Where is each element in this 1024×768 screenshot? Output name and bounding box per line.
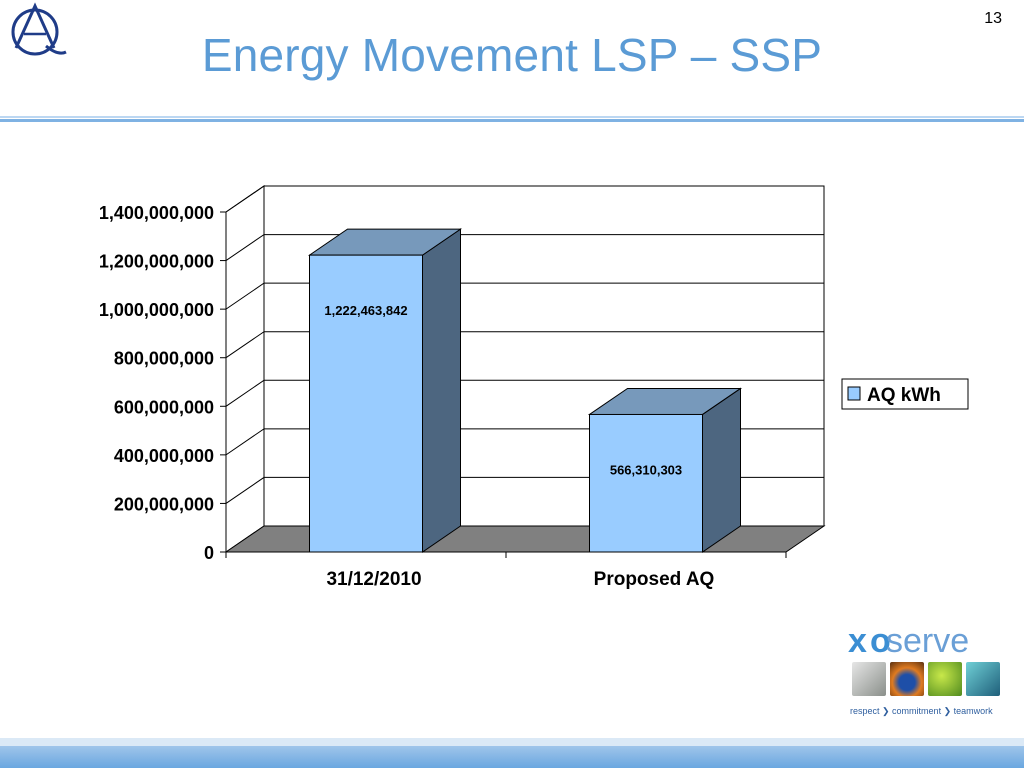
alpha-q-logo — [11, 2, 67, 56]
y-tick-label: 600,000,000 — [114, 397, 214, 417]
x-tick-label: Proposed AQ — [594, 569, 715, 590]
gridline — [225, 185, 824, 213]
gridline — [225, 282, 824, 310]
bars-layer: 1,222,463,842 566,310,303 — [307, 228, 743, 553]
bar-side-face — [422, 228, 461, 553]
svg-text:o: o — [870, 622, 891, 660]
y-tick-label: 1,000,000,000 — [99, 300, 214, 320]
tile-leaf-icon — [928, 662, 962, 696]
y-tick-label: 400,000,000 — [114, 446, 214, 466]
footer-band — [0, 738, 1024, 768]
side-wall — [225, 185, 265, 553]
tile-circuit-icon — [966, 662, 1000, 696]
bar-2: 566,310,303 — [587, 387, 743, 553]
legend-label: AQ kWh — [867, 385, 941, 406]
tile-keyboard-icon — [852, 662, 886, 696]
y-tick-label: 1,400,000,000 — [99, 203, 214, 223]
y-tick-label: 200,000,000 — [114, 494, 214, 514]
tile-gas-flame-icon — [890, 662, 924, 696]
y-tick-label: 800,000,000 — [114, 349, 214, 369]
bar-front-face — [589, 413, 703, 553]
bar-side-face — [702, 387, 741, 553]
bar-front-face — [309, 254, 423, 553]
title-divider — [0, 116, 1024, 122]
svg-text:respect ❯ commitment ❯ teamwor: respect ❯ commitment ❯ teamwork — [850, 706, 993, 717]
svg-text:x: x — [848, 622, 867, 660]
legend: AQ kWh — [841, 378, 969, 410]
y-tick-label: 1,200,000,000 — [99, 252, 214, 272]
x-tick-label: 31/12/2010 — [326, 569, 421, 590]
legend-box — [841, 378, 969, 410]
xoserve-tagline: respect ❯ commitment ❯ teamwork — [850, 706, 993, 717]
xoserve-wordmark: x o serve — [848, 622, 969, 660]
svg-text:serve: serve — [886, 622, 969, 660]
axis-layer: 0 200,000,000 400,000,000 600,000,000 800,00… — [99, 203, 787, 590]
slide-title: Energy Movement LSP – SSP — [201, 29, 823, 81]
y-tick-label: 0 — [204, 543, 214, 563]
data-label: 566,310,303 — [610, 462, 682, 477]
bar-1: 1,222,463,842 — [307, 228, 463, 553]
page-number: 13 — [984, 10, 1002, 27]
gridline — [225, 234, 824, 261]
gridline — [225, 331, 824, 359]
data-label: 1,222,463,842 — [324, 303, 407, 318]
xoserve-logo: x o serve respect ❯ commitment ❯ teamwor… — [846, 622, 1004, 720]
gridline — [225, 379, 824, 407]
legend-swatch — [847, 386, 861, 401]
